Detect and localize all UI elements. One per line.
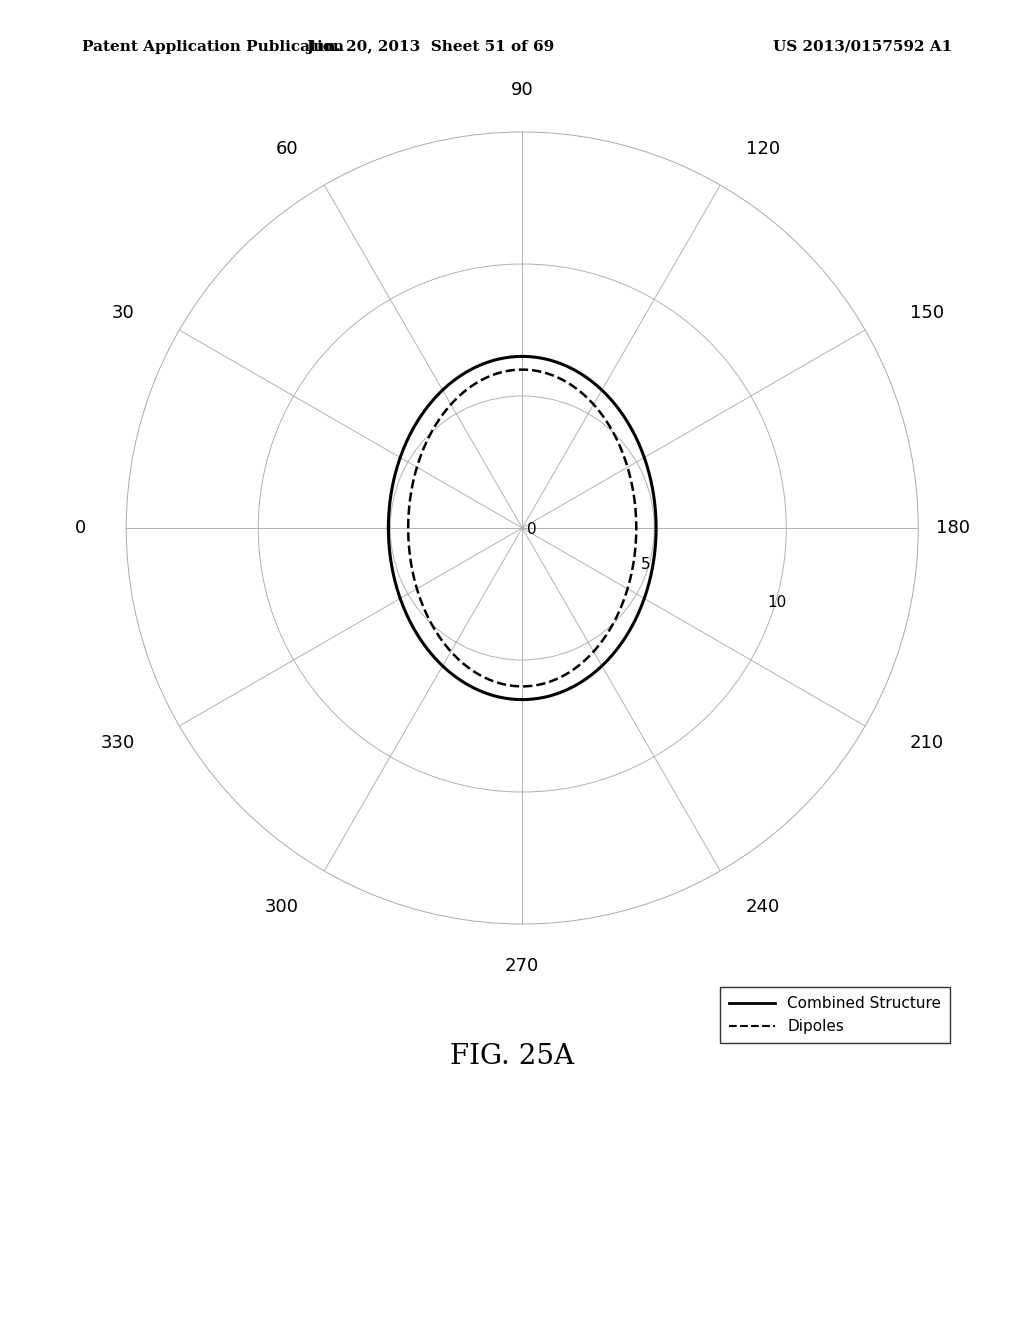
- Text: 60: 60: [275, 140, 299, 158]
- Text: 270: 270: [505, 957, 540, 975]
- Text: 300: 300: [264, 898, 299, 916]
- Legend: Combined Structure, Dipoles: Combined Structure, Dipoles: [720, 987, 950, 1043]
- Text: 330: 330: [100, 734, 135, 752]
- Text: 0: 0: [527, 521, 537, 537]
- Text: Patent Application Publication: Patent Application Publication: [82, 40, 344, 54]
- Text: 210: 210: [909, 734, 944, 752]
- Text: 0: 0: [75, 519, 86, 537]
- Text: 90: 90: [511, 81, 534, 99]
- Text: 5: 5: [641, 557, 650, 572]
- Text: 30: 30: [112, 305, 135, 322]
- Text: 120: 120: [745, 140, 780, 158]
- Text: 10: 10: [767, 595, 786, 610]
- Text: US 2013/0157592 A1: US 2013/0157592 A1: [773, 40, 952, 54]
- Text: 180: 180: [936, 519, 970, 537]
- Text: FIG. 25A: FIG. 25A: [450, 1043, 574, 1069]
- Text: 150: 150: [909, 305, 944, 322]
- Text: 240: 240: [745, 898, 780, 916]
- Text: Jun. 20, 2013  Sheet 51 of 69: Jun. 20, 2013 Sheet 51 of 69: [306, 40, 554, 54]
